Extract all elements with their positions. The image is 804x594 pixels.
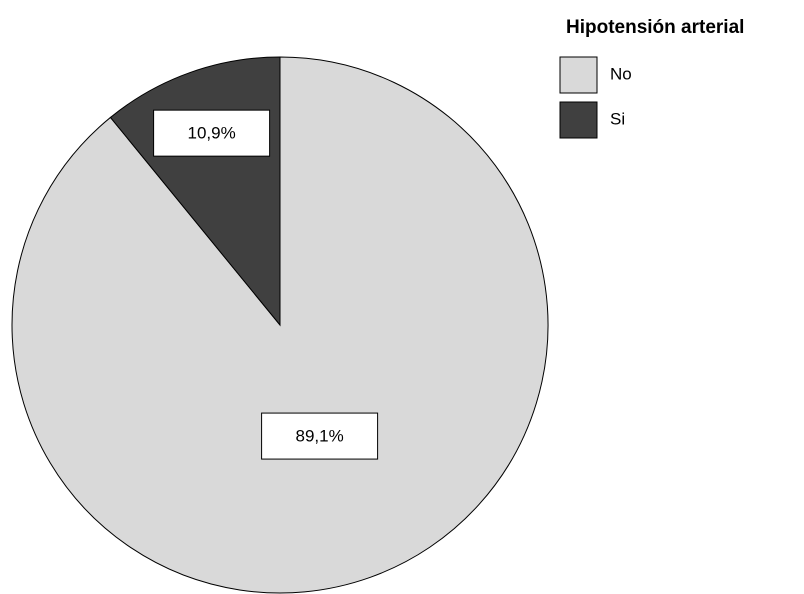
data-label: 10,9% xyxy=(188,124,236,143)
legend-label: No xyxy=(610,64,632,83)
data-label: 89,1% xyxy=(295,427,343,446)
legend-swatch xyxy=(559,56,598,94)
legend-swatch xyxy=(559,101,598,139)
label-box xyxy=(153,109,271,157)
legend-title: Hipotensión arterial xyxy=(566,17,744,38)
label-box xyxy=(261,412,379,460)
legend-label: Si xyxy=(610,109,625,128)
